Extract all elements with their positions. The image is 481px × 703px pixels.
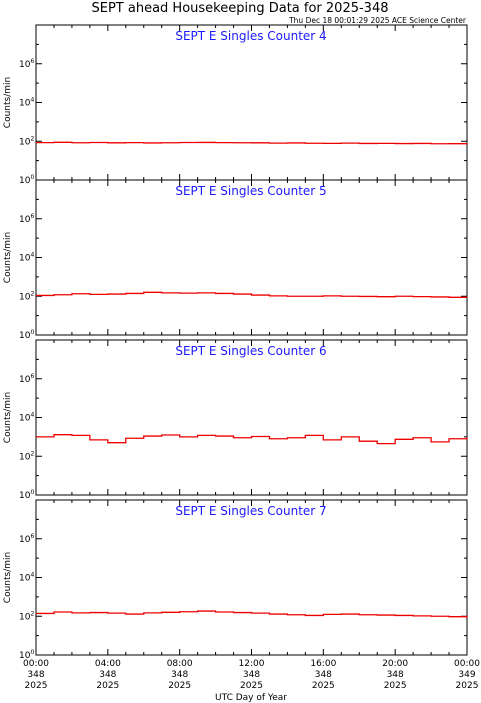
- x-tick-label: 2025: [168, 681, 191, 691]
- y-tick-label: 106: [19, 373, 34, 385]
- x-tick-label: 12:00: [239, 659, 265, 669]
- y-tick-exp: 0: [30, 489, 34, 496]
- y-tick-base: 10: [19, 375, 31, 385]
- x-tick-label: 2025: [96, 681, 119, 691]
- x-tick-label: 2025: [25, 681, 48, 691]
- y-tick-label: 100: [19, 329, 34, 341]
- y-tick-base: 10: [19, 491, 31, 501]
- x-tick-label: 348: [99, 670, 116, 680]
- series-line: [36, 141, 468, 145]
- y-tick-base: 10: [19, 651, 31, 661]
- series-line: [36, 291, 468, 298]
- y-axis-label: Counts/min: [3, 552, 13, 603]
- y-tick-base: 10: [19, 176, 31, 186]
- y-tick-exp: 6: [30, 373, 34, 380]
- y-tick-label: 104: [19, 252, 34, 264]
- x-tick-label: 2025: [456, 681, 479, 691]
- y-tick-base: 10: [19, 331, 31, 341]
- y-tick-exp: 6: [30, 533, 34, 540]
- y-tick-label: 106: [19, 213, 34, 225]
- y-tick-base: 10: [19, 292, 31, 302]
- x-tick-label: 348: [27, 670, 44, 680]
- y-tick-base: 10: [19, 254, 31, 264]
- y-tick-exp: 4: [30, 252, 34, 259]
- y-tick-label: 100: [19, 649, 34, 661]
- x-tick-label: 2025: [312, 681, 335, 691]
- y-tick-label: 104: [19, 412, 34, 424]
- timestamp: Thu Dec 18 00:01:29 2025 ACE Science Cen…: [288, 16, 467, 25]
- x-tick-label: 2025: [384, 681, 407, 691]
- y-tick-base: 10: [19, 414, 31, 424]
- y-tick-exp: 4: [30, 412, 34, 419]
- y-tick-label: 102: [19, 450, 34, 462]
- y-axis-label: Counts/min: [3, 77, 13, 128]
- y-tick-exp: 2: [30, 450, 34, 457]
- x-tick-label: 348: [171, 670, 188, 680]
- y-tick-label: 102: [19, 610, 34, 622]
- y-tick-base: 10: [19, 535, 31, 545]
- plot-frame: [35, 339, 468, 496]
- y-tick-exp: 6: [30, 213, 34, 220]
- y-tick-base: 10: [19, 612, 31, 622]
- panel-title: SEPT E Singles Counter 4: [175, 29, 326, 43]
- y-tick-exp: 2: [30, 610, 34, 617]
- x-tick-label: 20:00: [382, 659, 408, 669]
- x-tick-label: 16:00: [310, 659, 336, 669]
- y-tick-exp: 4: [30, 572, 34, 579]
- y-tick-exp: 6: [30, 58, 34, 65]
- y-tick-base: 10: [19, 452, 31, 462]
- x-axis-labels: 00:00348202504:00348202508:00348202512:0…: [23, 659, 480, 691]
- y-tick-label: 106: [19, 533, 34, 545]
- y-tick-label: 106: [19, 58, 34, 70]
- plot-frame: [35, 24, 468, 181]
- y-tick-label: 104: [19, 572, 34, 584]
- chart-title: SEPT ahead Housekeeping Data for 2025-34…: [92, 1, 389, 16]
- y-tick-label: 102: [19, 290, 34, 302]
- y-tick-label: 102: [19, 135, 34, 147]
- y-tick-base: 10: [19, 574, 31, 584]
- panel-title: SEPT E Singles Counter 7: [175, 504, 326, 518]
- y-tick-label: 104: [19, 97, 34, 109]
- plot-frame: [35, 499, 468, 656]
- y-axis-label: Counts/min: [3, 232, 13, 283]
- x-tick-label: 349: [458, 670, 475, 680]
- y-tick-base: 10: [19, 215, 31, 225]
- y-tick-base: 10: [19, 99, 31, 109]
- y-tick-label: 100: [19, 489, 34, 501]
- x-tick-label: 08:00: [167, 659, 193, 669]
- panel-title: SEPT E Singles Counter 6: [175, 344, 326, 358]
- panel-title: SEPT E Singles Counter 5: [175, 184, 326, 198]
- series-line: [36, 610, 468, 618]
- series-line: [36, 434, 468, 445]
- plot-frame: [35, 179, 468, 336]
- x-tick-label: 2025: [240, 681, 263, 691]
- y-tick-exp: 0: [30, 329, 34, 336]
- y-tick-exp: 2: [30, 290, 34, 297]
- y-tick-base: 10: [19, 137, 31, 147]
- x-tick-label: 00:00: [23, 659, 49, 669]
- x-tick-label: 04:00: [95, 659, 121, 669]
- y-tick-label: 100: [19, 174, 34, 186]
- x-tick-label: 348: [315, 670, 332, 680]
- x-axis-label: UTC Day of Year: [215, 693, 287, 703]
- x-tick-label: 348: [243, 670, 260, 680]
- y-tick-base: 10: [19, 60, 31, 70]
- x-tick-label: 348: [387, 670, 404, 680]
- x-tick-label: 00:00: [454, 659, 480, 669]
- y-tick-exp: 4: [30, 97, 34, 104]
- y-tick-exp: 0: [30, 174, 34, 181]
- y-tick-exp: 2: [30, 135, 34, 142]
- y-tick-exp: 0: [30, 649, 34, 656]
- y-axis-label: Counts/min: [3, 392, 13, 443]
